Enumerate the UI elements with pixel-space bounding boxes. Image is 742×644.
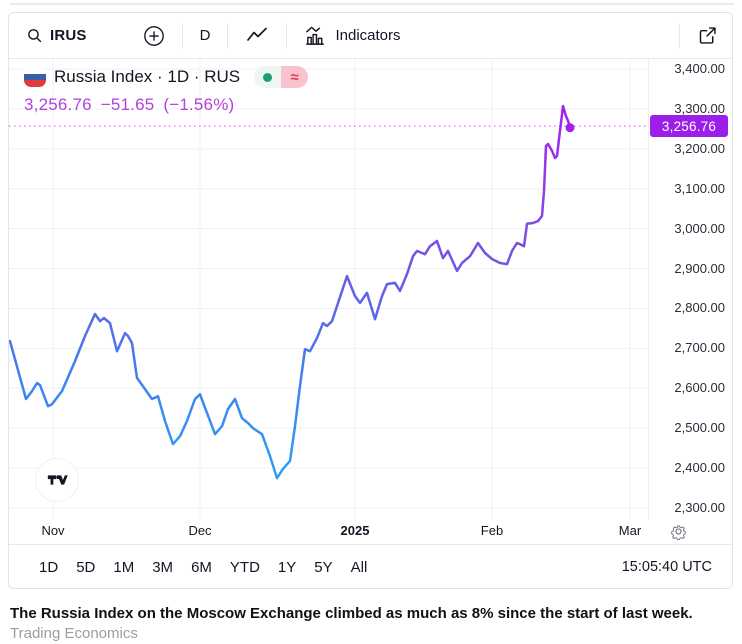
toolbar-divider: [227, 22, 229, 49]
legend-title-row: Russia Index · 1D · RUS ≈: [24, 66, 309, 88]
range-button-1m[interactable]: 1M: [113, 558, 135, 576]
last-price-tag: 3,256.76: [650, 115, 728, 137]
market-status-badges[interactable]: ≈: [254, 66, 309, 88]
range-button-5d[interactable]: 5D: [76, 558, 96, 576]
price-tick-label: 2,400.00: [674, 460, 725, 475]
range-button-5y[interactable]: 5Y: [314, 558, 333, 576]
price-change-value: −51.65: [100, 95, 155, 114]
price-tick-label: 2,700.00: [674, 340, 725, 355]
green-dot-icon: [263, 72, 273, 82]
price-chart-canvas[interactable]: [9, 59, 648, 519]
fullscreen-button[interactable]: [697, 25, 718, 46]
symbol-title: Russia Index · 1D · RUS: [54, 67, 241, 86]
price-tick-label: 3,100.00: [674, 181, 725, 196]
compare-add-button[interactable]: [143, 25, 165, 47]
symbol-search[interactable]: IRUS: [26, 27, 87, 44]
chart-style-button[interactable]: [245, 24, 269, 48]
price-tick-label: 3,400.00: [674, 61, 725, 76]
last-price-dot: [565, 123, 575, 133]
price-tick-label: 2,500.00: [674, 420, 725, 435]
gear-icon: [671, 525, 686, 541]
indicators-button[interactable]: Indicators: [304, 24, 401, 47]
grid-lines: [9, 59, 648, 519]
legend: Russia Index · 1D · RUS ≈ 3,256.76 −51.6…: [24, 66, 309, 115]
price-change-percent: (−1.56%): [163, 95, 235, 114]
last-price-value: 3,256.76: [24, 95, 92, 114]
price-tick-label: 3,000.00: [674, 221, 725, 236]
axis-settings-button[interactable]: [669, 522, 688, 544]
time-axis[interactable]: Nov Dec 2025 Feb Mar: [9, 519, 732, 545]
caption-source[interactable]: Trading Economics: [10, 625, 138, 642]
price-tick-label: 3,300.00: [674, 101, 725, 116]
toolbar-divider: [181, 22, 183, 49]
time-tick-label: Mar: [618, 523, 642, 538]
indicators-label: Indicators: [335, 27, 401, 44]
external-link-icon: [699, 27, 716, 44]
range-button-1d[interactable]: 1D: [39, 558, 59, 576]
plus-circle-icon: [143, 25, 164, 46]
range-buttons: 1D 5D 1M 3M 6M YTD 1Y 5Y All: [39, 559, 367, 576]
price-quote-row: 3,256.76 −51.65 (−1.56%): [24, 95, 308, 115]
range-toolbar: 1D 5D 1M 3M 6M YTD 1Y 5Y All 15:05:40 UTC: [9, 545, 732, 588]
time-tick-label: Nov: [41, 523, 65, 538]
indicators-icon: [306, 26, 325, 45]
price-tick-label: 2,300.00: [674, 500, 725, 515]
line-chart-icon: [247, 27, 268, 41]
symbol-search-label: IRUS: [50, 27, 87, 44]
caption-text: The Russia Index on the Moscow Exchange …: [10, 605, 693, 622]
search-icon: [28, 29, 42, 43]
tradingview-logo-icon: [47, 475, 68, 485]
time-tick-label: 2025: [340, 523, 370, 538]
market-open-status-badge[interactable]: [254, 66, 282, 88]
range-button-3m[interactable]: 3M: [152, 558, 174, 576]
interval-button[interactable]: D: [199, 27, 211, 44]
range-button-6m[interactable]: 6M: [191, 558, 212, 576]
price-tick-label: 2,600.00: [674, 380, 725, 395]
range-button-1y[interactable]: 1Y: [277, 558, 297, 576]
price-axis[interactable]: 3,400.00 3,300.00 3,200.00 3,100.00 3,000.00…: [648, 59, 732, 519]
time-tick-label: Dec: [188, 523, 212, 538]
caption: The Russia Index on the Moscow Exchange …: [10, 604, 734, 644]
time-tick-label: Feb: [480, 523, 504, 538]
russia-flag-icon: [24, 67, 46, 87]
price-tick-label: 3,200.00: [674, 141, 725, 156]
chart-toolbar: IRUS D Indicators: [9, 13, 732, 59]
price-line-series: [9, 104, 572, 480]
chart-area: 3,400.00 3,300.00 3,200.00 3,100.00 3,000.00…: [9, 59, 732, 519]
price-tick-label: 2,900.00: [674, 261, 725, 276]
price-tick-label: 2,800.00: [674, 300, 725, 315]
delayed-data-badge[interactable]: ≈: [281, 66, 309, 88]
tradingview-widget: IRUS D Indicators: [8, 12, 733, 589]
toolbar-divider: [286, 22, 288, 49]
range-button-all[interactable]: All: [350, 558, 368, 576]
page-top-divider: [10, 3, 734, 5]
clock-label: 15:05:40 UTC: [621, 559, 712, 575]
toolbar-divider: [679, 22, 680, 49]
tradingview-logo[interactable]: [35, 458, 79, 502]
range-button-ytd[interactable]: YTD: [229, 558, 260, 576]
